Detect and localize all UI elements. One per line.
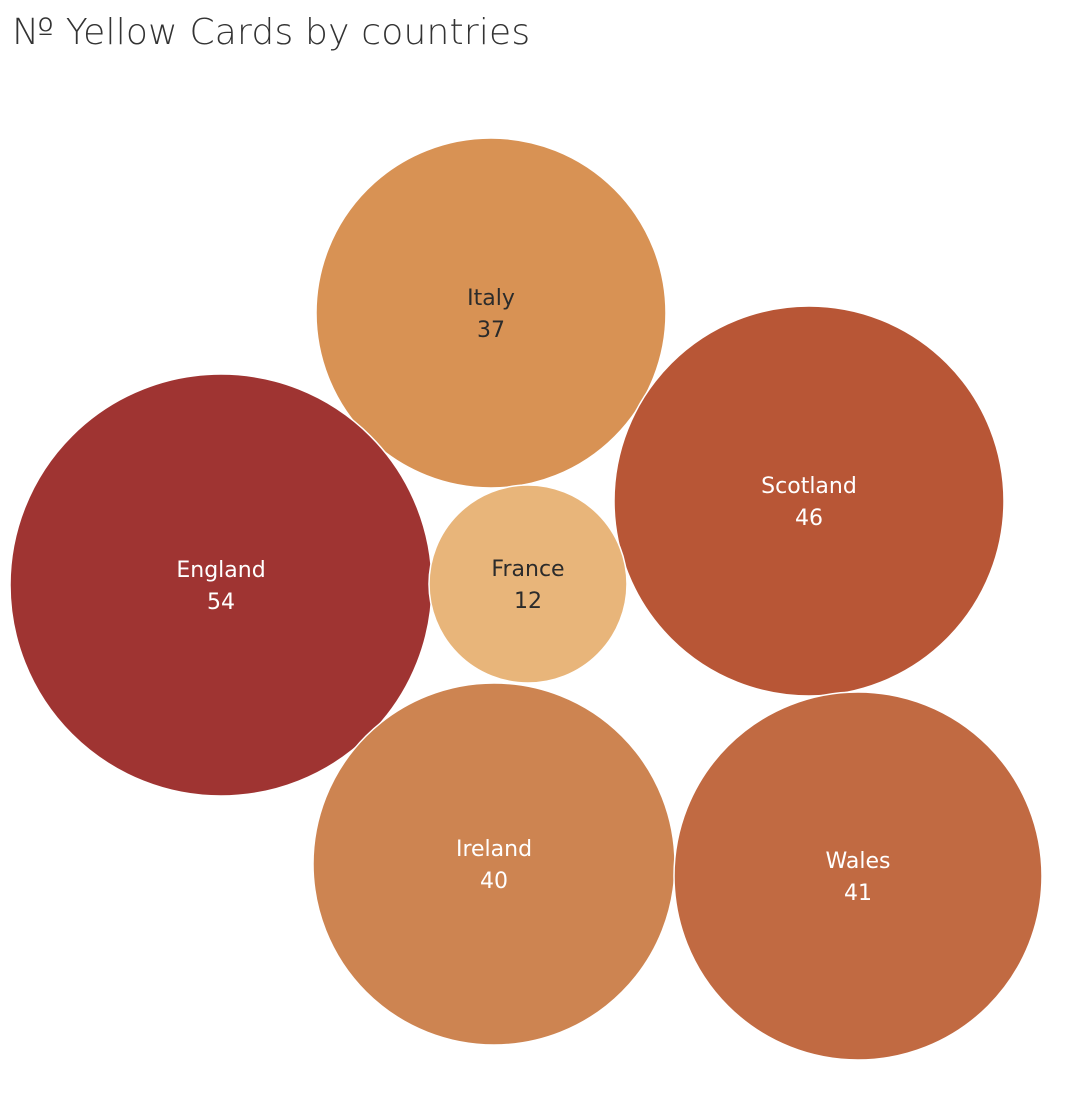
bubble-label-england: England xyxy=(176,558,265,583)
bubble-italy[interactable]: Italy 37 xyxy=(315,137,667,489)
bubble-value-italy: 37 xyxy=(477,318,505,343)
bubble-circle-ireland[interactable] xyxy=(312,682,676,1046)
bubble-label-wales: Wales xyxy=(826,849,891,874)
bubble-circle-france[interactable] xyxy=(428,484,628,684)
bubble-label-ireland: Ireland xyxy=(456,837,532,862)
bubble-label-france: France xyxy=(491,557,564,582)
bubble-france[interactable]: France 12 xyxy=(428,484,628,684)
bubble-value-france: 12 xyxy=(514,589,542,614)
bubble-ireland[interactable]: Ireland 40 xyxy=(312,682,676,1046)
bubble-value-ireland: 40 xyxy=(480,869,508,894)
bubble-value-wales: 41 xyxy=(844,881,872,906)
bubble-circle-italy[interactable] xyxy=(315,137,667,489)
chart-title: № Yellow Cards by countries xyxy=(12,12,531,53)
bubble-scotland[interactable]: Scotland 46 xyxy=(613,305,1005,697)
bubble-circle-scotland[interactable] xyxy=(613,305,1005,697)
bubble-label-scotland: Scotland xyxy=(761,474,857,499)
bubble-england[interactable]: England 54 xyxy=(9,373,433,797)
bubble-value-england: 54 xyxy=(207,590,235,615)
bubble-value-scotland: 46 xyxy=(795,506,823,531)
bubble-wales[interactable]: Wales 41 xyxy=(673,691,1043,1061)
bubble-label-italy: Italy xyxy=(467,286,515,311)
bubble-circle-wales[interactable] xyxy=(673,691,1043,1061)
